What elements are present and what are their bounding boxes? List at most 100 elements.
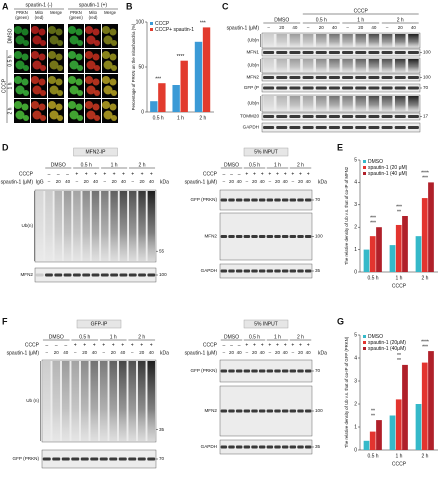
lane-sign: + bbox=[276, 171, 279, 177]
blot-smear bbox=[138, 191, 146, 261]
column-label: PRKN bbox=[16, 10, 28, 15]
marker-label: 100 bbox=[159, 272, 167, 277]
x-tick-label: 1 h bbox=[396, 453, 403, 459]
blot-band bbox=[274, 269, 281, 273]
panel-letter: A bbox=[2, 1, 9, 11]
blot-band bbox=[128, 457, 137, 461]
lane-label: – bbox=[292, 179, 295, 184]
blot-band bbox=[297, 369, 304, 373]
group-label: 0.5 h bbox=[81, 162, 92, 168]
blot-label: GAPDH bbox=[201, 444, 217, 449]
blot-label: GAPDH bbox=[201, 268, 217, 273]
blot bbox=[261, 32, 421, 49]
lane-label: 20 bbox=[275, 179, 281, 184]
column-label: (green) bbox=[15, 15, 29, 20]
blot-band bbox=[368, 86, 380, 90]
blot-smear bbox=[101, 191, 109, 261]
group-label: 2 h bbox=[297, 162, 304, 168]
cell bbox=[109, 53, 117, 61]
kda-label: kDa bbox=[318, 350, 327, 356]
blot-label: GAPDH bbox=[243, 125, 259, 130]
cell bbox=[103, 85, 113, 95]
lane-label: 40 bbox=[306, 179, 312, 184]
blot-smear bbox=[91, 191, 100, 261]
bar bbox=[194, 41, 203, 112]
blot-smear bbox=[408, 59, 419, 72]
blot-band bbox=[243, 445, 251, 449]
legend-label: CCCP+ spautin-1 bbox=[155, 27, 194, 33]
lane-label: – bbox=[267, 25, 270, 30]
cell bbox=[102, 26, 110, 34]
cell bbox=[85, 51, 93, 59]
blot-band bbox=[355, 126, 367, 129]
lane-sign: + bbox=[291, 171, 294, 177]
blot-band bbox=[304, 369, 312, 373]
marker-label: 100 bbox=[423, 50, 431, 55]
group-label: 0.5 h bbox=[249, 162, 260, 168]
blot-smear bbox=[394, 96, 406, 111]
blot-band bbox=[289, 126, 301, 129]
marker-label: 100 bbox=[315, 234, 323, 239]
lane-sign: + bbox=[261, 342, 264, 348]
blot-band bbox=[289, 86, 301, 90]
cell bbox=[15, 85, 25, 95]
bar bbox=[402, 364, 408, 450]
cell bbox=[68, 76, 76, 84]
lane-sign: – bbox=[238, 171, 241, 177]
lane-label: – bbox=[223, 179, 226, 184]
lane-sign: + bbox=[150, 171, 153, 177]
blot-smear bbox=[355, 59, 367, 72]
legend-swatch bbox=[363, 335, 366, 338]
blot-smear bbox=[263, 59, 274, 72]
cell bbox=[102, 51, 110, 59]
lane-label: 40 bbox=[121, 179, 127, 184]
y-tick-label: 100 bbox=[136, 19, 145, 25]
cell bbox=[86, 35, 96, 45]
blot-label: GFP (PRKN) bbox=[191, 368, 218, 373]
blot-smear bbox=[35, 191, 44, 261]
blot-band bbox=[258, 198, 266, 202]
blot-band bbox=[281, 235, 289, 238]
blot-band bbox=[220, 235, 228, 238]
bar bbox=[389, 415, 396, 450]
blot-label: (Ub)n bbox=[248, 101, 260, 106]
blot-band bbox=[258, 409, 266, 413]
cell bbox=[102, 76, 110, 84]
marker-label: 35 bbox=[315, 268, 321, 273]
blot-smear bbox=[118, 361, 127, 441]
group-label: 2 h bbox=[397, 17, 404, 23]
lane-sign: + bbox=[85, 171, 88, 177]
blot-label: MFN1 bbox=[246, 50, 259, 55]
blot-band bbox=[328, 51, 340, 54]
panel-letter: E bbox=[337, 142, 343, 152]
blot-band bbox=[258, 445, 266, 449]
blot-band bbox=[274, 369, 281, 373]
lane-label: 40 bbox=[283, 179, 289, 184]
blot-smear bbox=[129, 191, 137, 261]
title-box bbox=[243, 147, 289, 157]
lane-label: – bbox=[48, 179, 51, 184]
blot-band bbox=[302, 126, 314, 129]
lane-sign: + bbox=[131, 171, 134, 177]
blot-band bbox=[342, 115, 354, 118]
legend-swatch bbox=[363, 347, 366, 350]
blot-band bbox=[394, 126, 406, 129]
blot-band bbox=[263, 76, 275, 79]
legend-label: CCCP bbox=[155, 21, 170, 27]
bar bbox=[395, 224, 402, 272]
lane-sign: + bbox=[268, 171, 271, 177]
blot-band bbox=[110, 273, 119, 277]
blot-smear bbox=[368, 96, 380, 111]
cell bbox=[94, 40, 100, 46]
lane-sign: + bbox=[83, 342, 86, 348]
row-label: spautin-1 (μM) bbox=[227, 25, 260, 31]
cell bbox=[69, 35, 79, 45]
blot-band bbox=[243, 409, 251, 413]
cell bbox=[77, 40, 83, 46]
blot-band bbox=[394, 86, 406, 90]
blot-smear bbox=[276, 96, 288, 111]
lane-label: – bbox=[246, 350, 249, 355]
blot-band bbox=[276, 51, 288, 54]
row-label: spautin-1 (μM) bbox=[1, 179, 34, 185]
marker-label: 70 bbox=[315, 368, 321, 373]
